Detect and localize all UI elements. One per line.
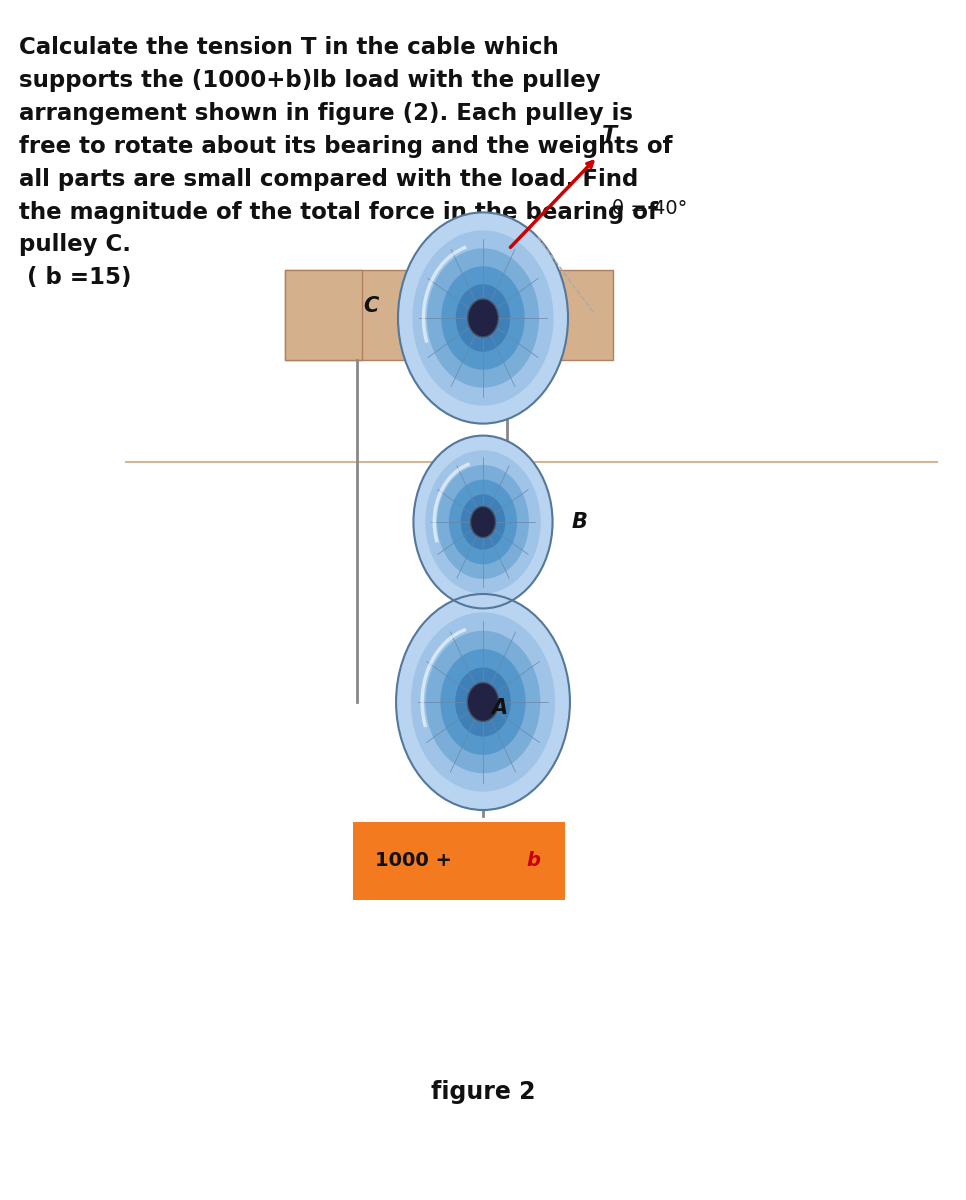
Circle shape [468,299,498,337]
Circle shape [398,212,568,424]
Circle shape [413,436,553,608]
FancyBboxPatch shape [353,822,565,900]
Circle shape [468,683,498,721]
Text: T: T [602,125,617,145]
Circle shape [426,631,540,773]
Circle shape [449,480,517,564]
Circle shape [461,494,505,550]
Text: b: b [526,852,540,870]
Circle shape [472,509,494,535]
Text: θ = 40°: θ = 40° [611,199,687,217]
Circle shape [470,302,496,334]
Text: C: C [363,296,379,316]
Text: B: B [572,512,587,532]
Circle shape [456,284,510,352]
Circle shape [427,248,539,388]
Text: 1000 +: 1000 + [375,852,459,870]
Text: Calculate the tension T in the cable which
supports the (1000+b)lb load with the: Calculate the tension T in the cable whi… [19,36,673,289]
Circle shape [470,685,497,718]
Bar [285,270,613,360]
Circle shape [412,230,554,406]
Circle shape [396,594,570,810]
Text: figure 2: figure 2 [431,1080,535,1104]
Circle shape [455,667,511,737]
Circle shape [441,266,525,370]
Bar [285,270,362,360]
Circle shape [411,612,555,792]
Circle shape [425,450,541,594]
Circle shape [440,649,526,755]
Circle shape [470,506,496,538]
Text: A: A [492,698,508,718]
Circle shape [437,464,529,580]
